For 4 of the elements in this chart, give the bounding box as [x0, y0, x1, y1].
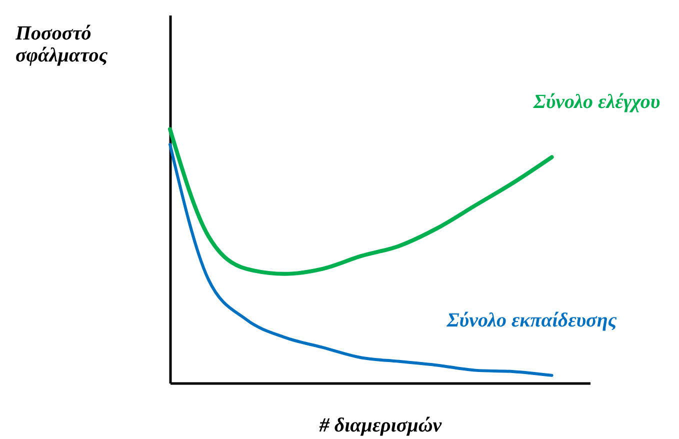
y-axis-title: Ποσοστό σφάλματος	[14, 22, 108, 66]
text: Σύνολο ελέγχου	[532, 91, 660, 114]
series-label: Σύνολο εκπαίδευσης	[446, 309, 617, 332]
x-axis-title: # διαμερισμών	[318, 414, 443, 436]
